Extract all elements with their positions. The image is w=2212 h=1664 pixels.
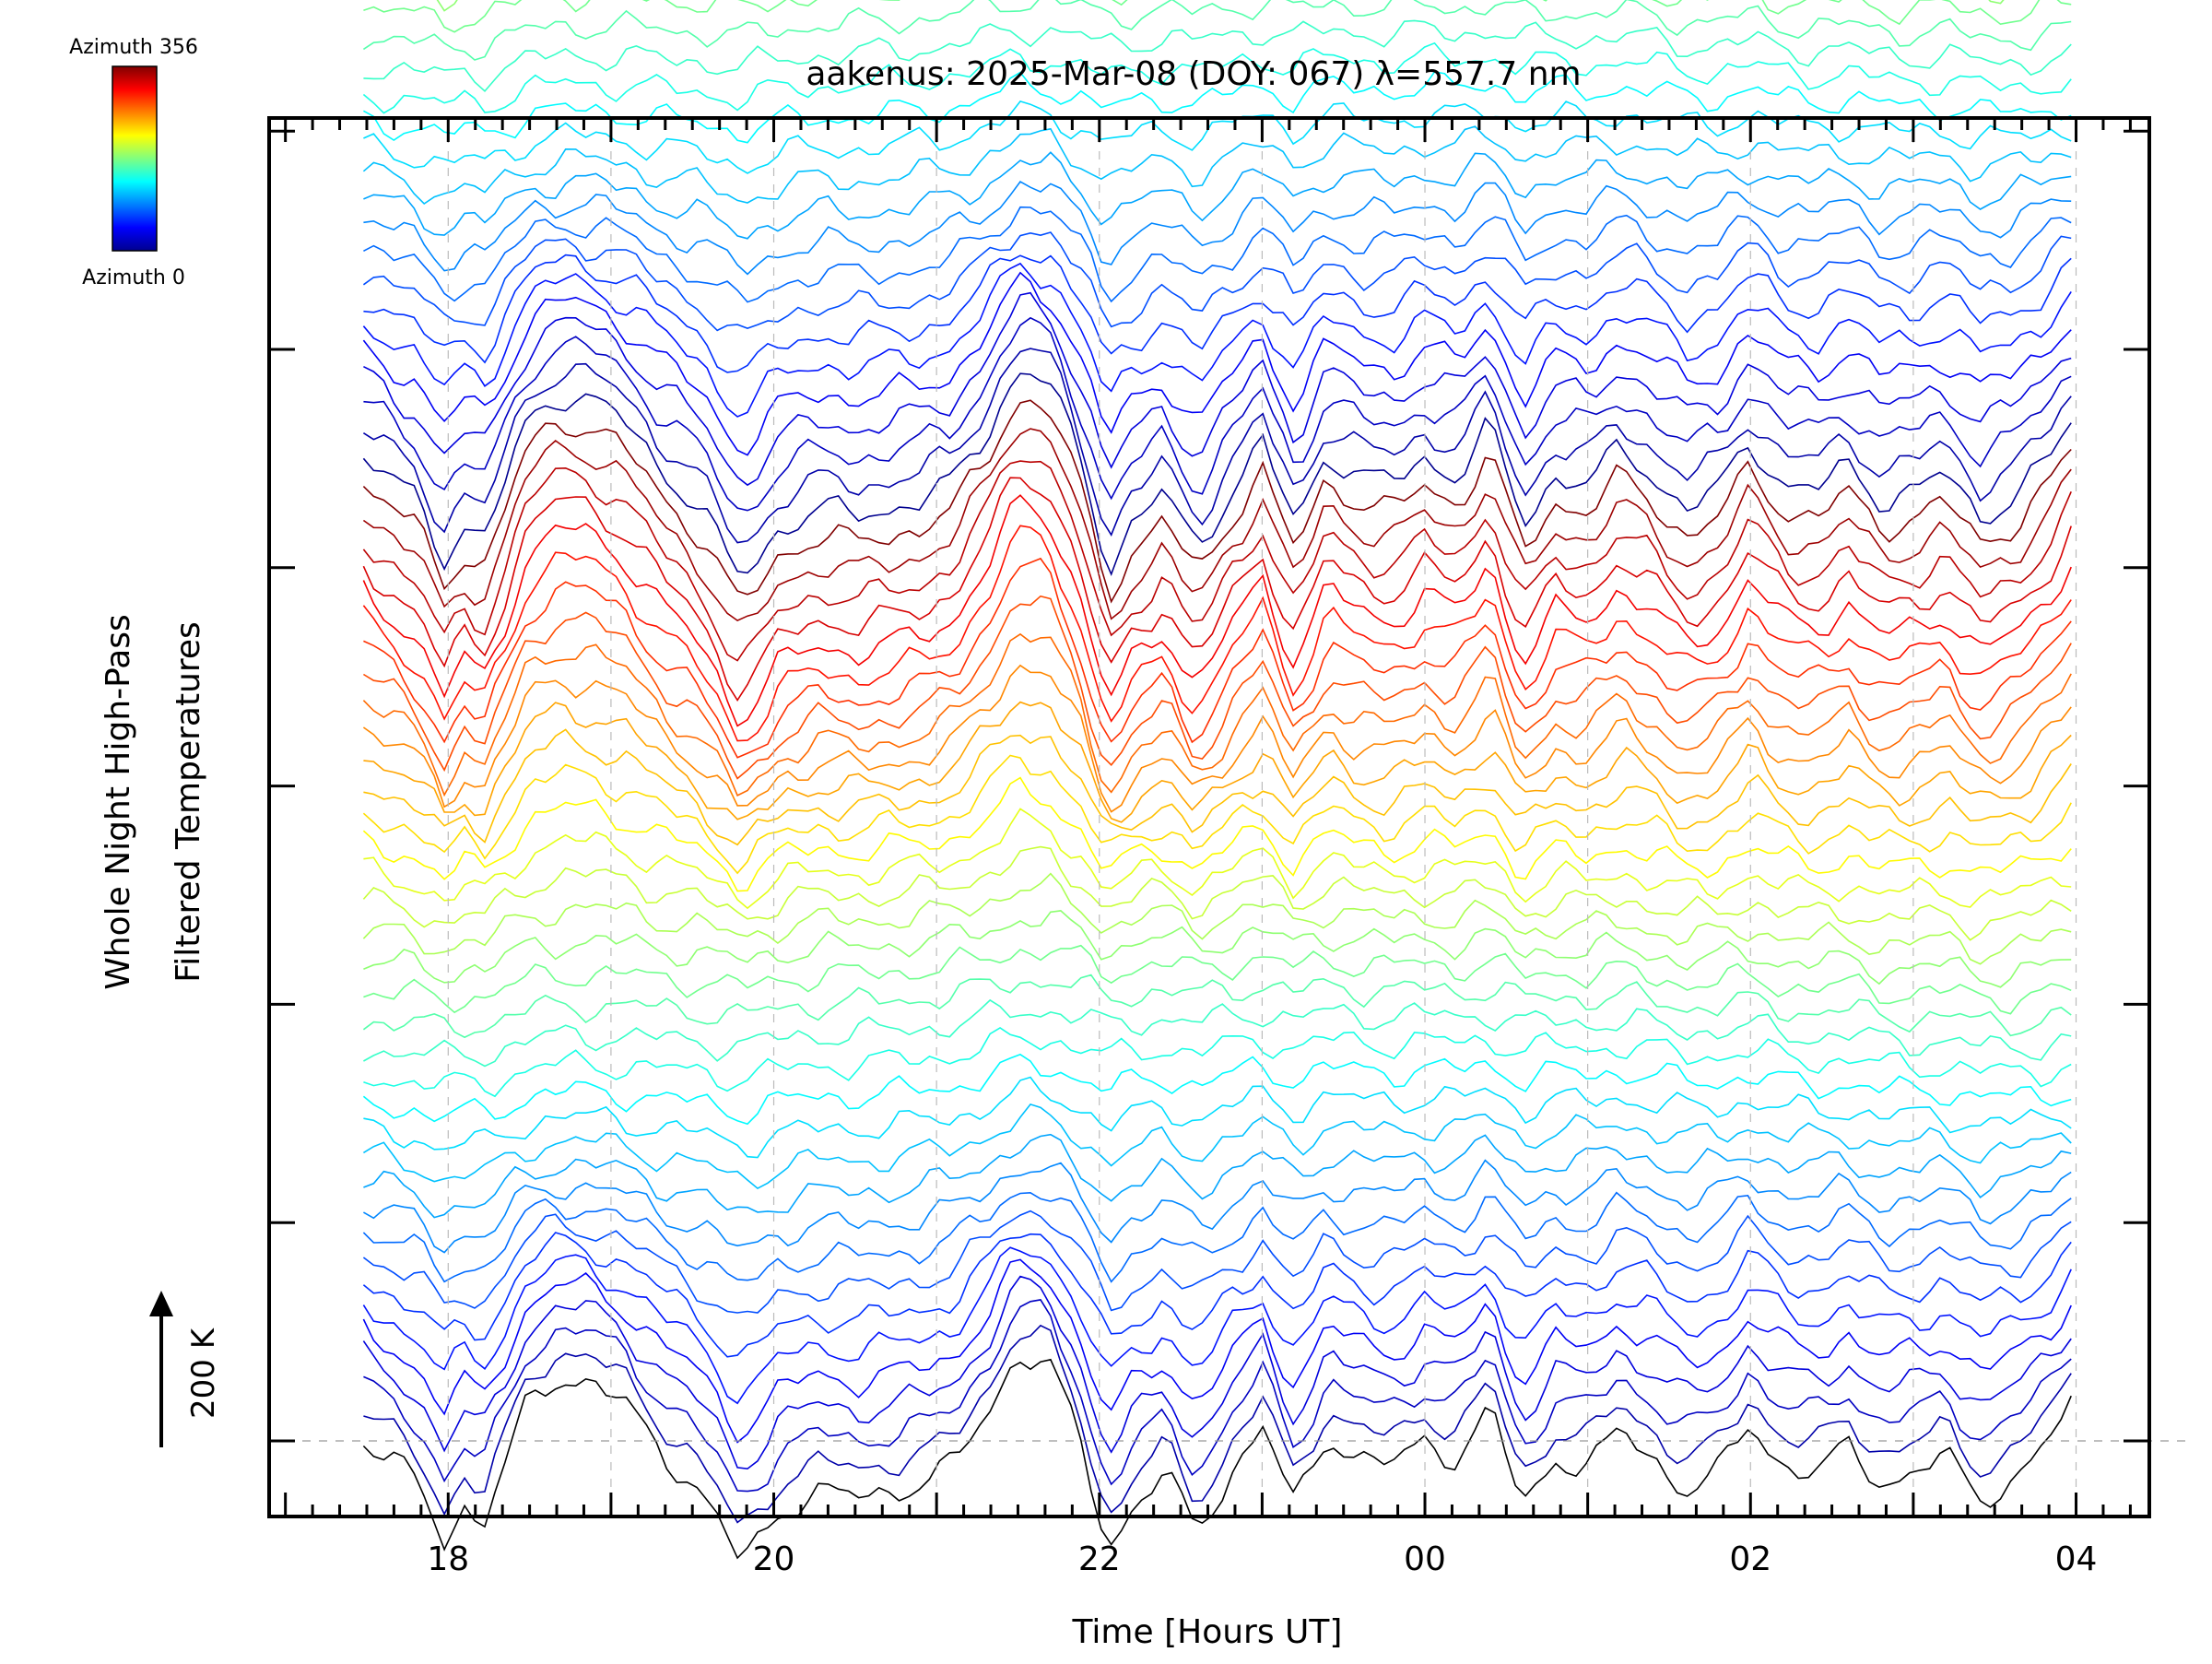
x-tick-label: 04: [2055, 1540, 2098, 1578]
x-tick-labels: 18 20 22 00 02 04: [427, 1540, 2097, 1578]
azimuth-trace: [363, 808, 2072, 910]
azimuth-trace: [362, 754, 2072, 875]
azimuth-trace: [362, 1103, 2072, 1190]
azimuth-trace: [363, 1076, 2072, 1159]
azimuth-trace: [362, 41, 2072, 114]
azimuth-trace: [362, 348, 2072, 544]
azimuth-trace: [363, 1026, 2072, 1098]
azimuth-trace: [363, 910, 2072, 988]
azimuth-trace: [363, 0, 2072, 33]
azimuth-trace: [362, 595, 2072, 780]
azimuth-trace: [363, 944, 2072, 1015]
azimuth-trace: [362, 372, 2072, 577]
azimuth-trace: [362, 231, 2072, 332]
azimuth-trace: [363, 998, 2072, 1068]
scale-label: 200 K: [185, 1327, 222, 1419]
azimuth-trace: [362, 974, 2072, 1039]
azimuth-trace: [362, 460, 2072, 662]
azimuth-trace: [363, 701, 2072, 823]
colorbar-top-label: Azimuth 356: [69, 36, 198, 59]
azimuth-trace: [362, 845, 2072, 941]
azimuth-trace: [363, 180, 2072, 276]
azimuth-trace: [363, 206, 2072, 303]
colorbar-bottom-label: Azimuth 0: [82, 266, 185, 289]
x-axis-label: Time [Hours UT]: [1072, 1613, 1343, 1651]
y-axis-label-line2: Filtered Temperatures: [170, 621, 207, 983]
y-axis-label-line1: Whole Night High-Pass: [100, 614, 137, 990]
azimuth-trace: [362, 1358, 2072, 1560]
azimuth-trace: [362, 525, 2072, 742]
colorbar: [112, 65, 158, 252]
x-tick-label: 02: [1729, 1540, 1771, 1578]
azimuth-trace: [362, 271, 2072, 456]
azimuth-trace: [362, 1232, 2072, 1358]
plot-frame: [267, 116, 2151, 1518]
azimuth-trace: [362, 1258, 2072, 1444]
azimuth-trace: [362, 262, 2072, 418]
azimuth-trace: [362, 125, 2072, 206]
chart-title: aakenus: 2025-Mar-08 (DOY: 067) λ=557.7 …: [806, 55, 1581, 93]
x-tick-label: 22: [1078, 1540, 1121, 1578]
azimuth-trace: [363, 557, 2072, 759]
azimuth-trace: [363, 728, 2072, 846]
grid-group: [269, 118, 2191, 1516]
azimuth-trace: [363, 291, 2072, 487]
azimuth-trace: [362, 494, 2072, 727]
azimuth-trace: [363, 1159, 2072, 1254]
azimuth-trace: [363, 316, 2072, 512]
scale-arrow: [149, 1291, 173, 1447]
azimuth-trace: [363, 19, 2072, 93]
azimuth-trace: [362, 1210, 2072, 1314]
azimuth-trace: [362, 776, 2072, 892]
x-tick-label: 20: [753, 1540, 795, 1578]
azimuth-trace: [363, 151, 2072, 240]
azimuth-trace: [362, 1053, 2072, 1126]
azimuth-trace: [362, 1275, 2072, 1470]
azimuth-trace: [362, 1246, 2072, 1405]
azimuth-trace: [362, 664, 2072, 813]
azimuth-trace: [363, 1133, 2072, 1219]
azimuth-trace: [362, 428, 2072, 622]
x-tick-label: 18: [427, 1540, 469, 1578]
azimuth-trace: [362, 632, 2072, 797]
azimuth-trace: [363, 254, 2072, 373]
trace-group: [362, 0, 2072, 1560]
azimuth-trace: [436, 0, 2005, 12]
azimuth-trace: [362, 0, 2072, 61]
scale-arrow-head: [149, 1291, 173, 1316]
azimuth-trace: [362, 477, 2072, 702]
tick-group: [269, 118, 2149, 1516]
x-tick-label: 00: [1404, 1540, 1446, 1578]
azimuth-trace: [362, 399, 2072, 604]
azimuth-trace: [362, 1191, 2072, 1283]
azimuth-trace: [362, 872, 2072, 965]
